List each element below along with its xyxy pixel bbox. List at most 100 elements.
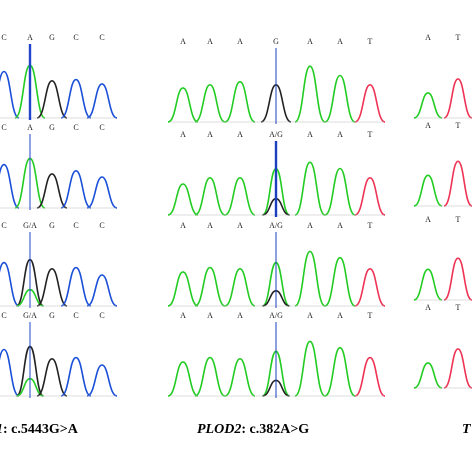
- base-label-middle-2-7: T: [368, 130, 373, 139]
- peak-middle-1-7: [354, 83, 386, 123]
- peak-left-4-5: [86, 364, 118, 397]
- base-label-middle-4-3: A: [237, 311, 243, 320]
- base-label-left-3-2: G/A: [23, 221, 37, 230]
- base-label-left-2-5: C: [99, 123, 104, 132]
- base-label-left-3-4: C: [73, 221, 78, 230]
- chromatogram-panel-right: A TA TA TA T: [413, 33, 473, 389]
- base-label-middle-3-5: A: [307, 221, 313, 230]
- base-label-middle-3-1: A: [180, 221, 186, 230]
- peak-middle-3-7: [354, 267, 386, 307]
- base-label-left-2-3: G: [49, 123, 55, 132]
- base-label-right-1-1: A: [425, 33, 431, 42]
- peak-right-2-2: [443, 160, 473, 207]
- peak-right-1-1: [413, 92, 443, 119]
- peak-middle-4-6: [324, 346, 356, 397]
- peak-left-3-4: [60, 266, 92, 307]
- peak-left-1-5: [86, 83, 118, 119]
- base-label-middle-2-2: A: [207, 130, 213, 139]
- base-label-middle-2-4: A/G: [269, 130, 283, 139]
- caption-middle-variant: : c.382A>G: [241, 422, 309, 437]
- base-label-left-2-2: A: [27, 123, 33, 132]
- peak-middle-3-6: [324, 256, 356, 307]
- base-label-left-3-5: C: [99, 221, 104, 230]
- peak-left-3-3: [36, 267, 68, 307]
- base-label-middle-2-1: A: [180, 130, 186, 139]
- base-label-middle-3-7: T: [368, 221, 373, 230]
- chromatogram-row-middle-3: A A A A/G A A T: [167, 221, 386, 308]
- caption-right-gene: T: [462, 422, 472, 437]
- peak-left-3-1: [0, 261, 20, 307]
- base-label-middle-3-6: A: [337, 221, 343, 230]
- base-label-middle-2-5: A: [307, 130, 313, 139]
- peak-middle-2-5: [294, 161, 326, 216]
- base-label-middle-4-4: A/G: [269, 311, 283, 320]
- base-label-right-2-1: A: [425, 121, 431, 130]
- peak-left-4-4: [60, 356, 92, 397]
- base-label-right-3-2: T: [456, 215, 461, 224]
- peak-left-3-5: [86, 274, 118, 307]
- base-label-left-2-4: C: [73, 123, 78, 132]
- peak-middle-4-7: [354, 356, 386, 397]
- peak-middle-1-2: [194, 83, 226, 123]
- base-label-left-4-2: G/A: [23, 311, 37, 320]
- base-label-middle-4-5: A: [307, 311, 313, 320]
- caption-left-variant: : c.5443G>A: [3, 422, 79, 437]
- base-label-left-3-1: C: [1, 221, 6, 230]
- peak-middle-1-3: [224, 80, 256, 123]
- base-label-middle-3-2: A: [207, 221, 213, 230]
- peak-middle-2-6: [324, 167, 356, 216]
- base-label-middle-4-2: A: [207, 311, 213, 320]
- chromatogram-row-left-4: C G/A G C C: [0, 311, 118, 398]
- peak-left-1-1: [0, 70, 20, 119]
- peak-left-2-5: [86, 176, 118, 209]
- base-label-left-4-5: C: [99, 311, 104, 320]
- base-label-middle-1-3: A: [237, 37, 243, 46]
- peak-middle-3-2: [194, 266, 226, 307]
- peak-right-1-2: [443, 78, 473, 119]
- base-label-left-1-3: G: [49, 33, 55, 42]
- chromatogram-panel-left: C A G C C C A G C C C G/A G C C C G/A G C C: [0, 33, 118, 398]
- peak-middle-4-3: [224, 357, 256, 397]
- peak-right-3-1: [413, 268, 443, 301]
- base-label-middle-2-6: A: [337, 130, 343, 139]
- peak-middle-3-5: [294, 250, 326, 307]
- peak-middle-3-1: [167, 271, 199, 307]
- peak-left-4-1: [0, 348, 20, 397]
- peak-middle-1-5: [294, 65, 326, 123]
- chromatogram-row-middle-4: A A A A/G A A T: [167, 311, 386, 398]
- peak-middle-4-1: [167, 361, 199, 397]
- base-label-middle-4-6: A: [337, 311, 343, 320]
- peak-middle-4-2: [194, 356, 226, 397]
- peak-right-2-1: [413, 174, 443, 207]
- base-label-middle-1-6: A: [337, 37, 343, 46]
- base-label-right-2-2: T: [456, 121, 461, 130]
- peak-right-4-2: [443, 348, 473, 389]
- base-label-left-4-4: C: [73, 311, 78, 320]
- peak-right-3-2: [443, 257, 473, 301]
- peak-middle-1-6: [324, 74, 356, 123]
- base-label-middle-3-4: A/G: [269, 221, 283, 230]
- base-label-left-4-1: C: [1, 311, 6, 320]
- peak-left-4-3: [36, 357, 68, 397]
- peak-left-1-3: [36, 79, 68, 119]
- peak-middle-2-7: [354, 176, 386, 216]
- caption-left: 1: c.5443G>A: [0, 422, 79, 437]
- base-label-middle-3-3: A: [237, 221, 243, 230]
- base-label-right-1-2: T: [456, 33, 461, 42]
- base-label-middle-2-3: A: [237, 130, 243, 139]
- peak-left-2-3: [36, 173, 68, 209]
- peak-middle-3-3: [224, 267, 256, 307]
- caption-middle: PLOD2: c.382A>G: [197, 422, 309, 437]
- peak-middle-2-3: [224, 176, 256, 216]
- peak-left-2-1: [0, 163, 20, 209]
- base-label-right-4-1: A: [425, 303, 431, 312]
- base-label-left-1-5: C: [99, 33, 104, 42]
- base-label-middle-1-2: A: [207, 37, 213, 46]
- base-label-middle-1-7: T: [368, 37, 373, 46]
- peak-middle-4-5: [294, 340, 326, 397]
